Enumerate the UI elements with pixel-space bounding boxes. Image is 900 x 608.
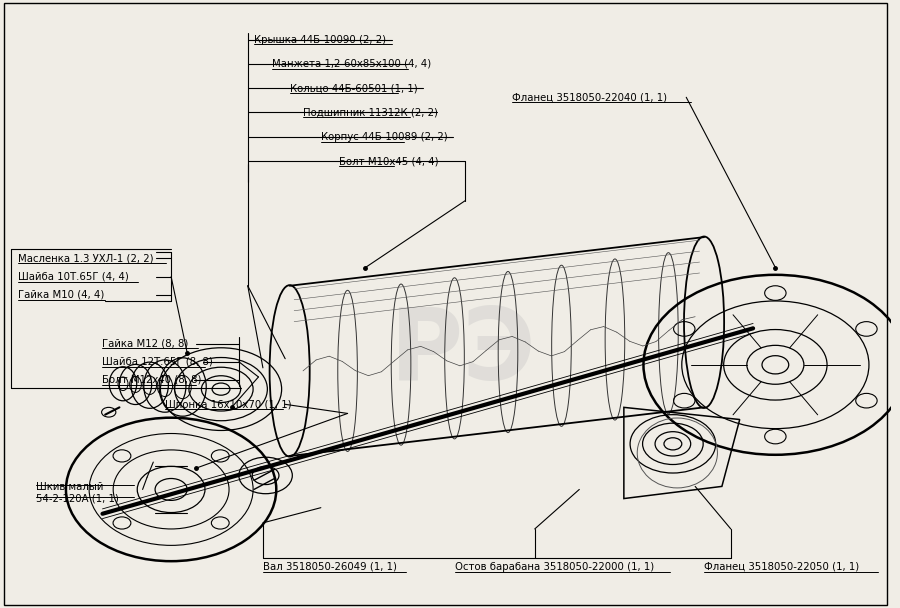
Text: РЭ: РЭ (390, 304, 536, 401)
Text: Подшипник 11312К (2, 2): Подшипник 11312К (2, 2) (303, 108, 438, 117)
Text: Болт M12x40 (8, 8): Болт M12x40 (8, 8) (103, 375, 202, 385)
Text: Шкив малый
54-2-120А (1, 1): Шкив малый 54-2-120А (1, 1) (36, 482, 119, 503)
Text: Масленка 1.3 УХЛ-1 (2, 2): Масленка 1.3 УХЛ-1 (2, 2) (18, 254, 153, 263)
Text: Гайка M10 (4, 4): Гайка M10 (4, 4) (18, 290, 104, 300)
Text: Болт M10x45 (4, 4): Болт M10x45 (4, 4) (338, 156, 438, 166)
Text: Гайка M12 (8, 8): Гайка M12 (8, 8) (103, 339, 189, 348)
Text: Фланец 3518050-22050 (1, 1): Фланец 3518050-22050 (1, 1) (704, 562, 860, 572)
Text: Фланец 3518050-22040 (1, 1): Фланец 3518050-22040 (1, 1) (512, 92, 668, 102)
Text: Шайба 10Т.65Г (4, 4): Шайба 10Т.65Г (4, 4) (18, 272, 129, 282)
Text: Кольцо 44Б-60501 (1, 1): Кольцо 44Б-60501 (1, 1) (290, 83, 418, 93)
Text: Корпус 44Б-10089 (2, 2): Корпус 44Б-10089 (2, 2) (320, 132, 447, 142)
Text: Остов барабана 3518050-22000 (1, 1): Остов барабана 3518050-22000 (1, 1) (454, 562, 653, 572)
Text: Шпонка 16x10x70 (1, 1): Шпонка 16x10x70 (1, 1) (165, 399, 292, 409)
Text: Манжета 1,2-60x85x100 (4, 4): Манжета 1,2-60x85x100 (4, 4) (272, 59, 431, 69)
Text: Вал 3518050-26049 (1, 1): Вал 3518050-26049 (1, 1) (263, 562, 397, 572)
Text: Крышка 44Б-10090 (2, 2): Крышка 44Б-10090 (2, 2) (254, 35, 386, 44)
Text: Шайба 12Т.65Г (8, 8): Шайба 12Т.65Г (8, 8) (103, 357, 213, 367)
